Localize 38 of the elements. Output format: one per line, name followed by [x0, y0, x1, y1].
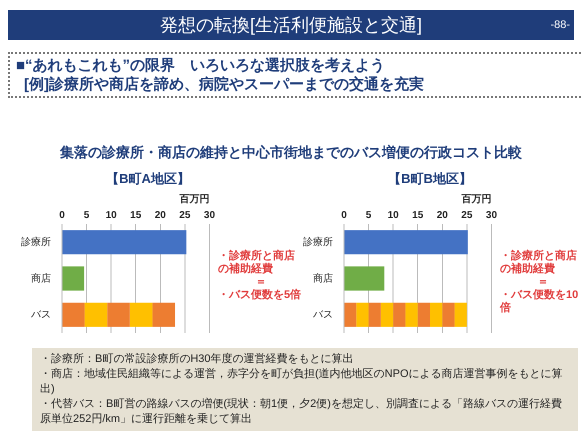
x-tick-label: 15	[412, 210, 424, 221]
x-tick-label: 0	[341, 210, 348, 221]
x-tick-label: 10	[106, 210, 118, 221]
x-tick-label: 25	[179, 210, 191, 221]
y-tick-label: バス	[30, 310, 51, 321]
x-tick-label: 15	[130, 210, 142, 221]
x-axis-title: 百万円	[178, 194, 210, 205]
y-tick-label: 診療所	[21, 236, 51, 248]
x-axis-title: 百万円	[460, 194, 492, 205]
text: ・代替バス：B町営の路線バスの増便(現状：朝1便，夕2便)を想定し、別調査による「路線バスの運行経費原単位252円/km」に運行距離を乗じて算出	[40, 397, 563, 427]
text: 発想の転換[生活利便施設と交通]	[160, 15, 422, 35]
text: ・バス便数を10倍	[500, 289, 580, 315]
y-tick-label: 商店	[313, 272, 333, 284]
text: ・バス便数を5倍	[218, 289, 302, 302]
y-tick-label: バス	[312, 310, 333, 321]
text: ＝	[254, 276, 268, 289]
text: ・診療所：B町の常設診療所のH30年度の運営経費をもとに算出	[40, 352, 355, 367]
x-tick-label: 5	[84, 210, 90, 221]
text: ・診療所と商店の補助経費	[500, 250, 578, 276]
x-tick-label: 30	[204, 210, 216, 221]
text: 集落の診療所・商店の維持と中心市街地までのバス増便の行政コスト比較	[58, 144, 523, 162]
chart-title: 【B町A地区】	[105, 170, 191, 188]
y-tick-label: 診療所	[303, 236, 333, 248]
chart-title: 【B町B地区】	[387, 170, 473, 188]
text: [例]診療所や商店を諦め、病院やスーパーまでの交通を充実	[23, 75, 425, 94]
x-tick-label: 10	[388, 210, 400, 221]
text: ■“あれもこれも”の限界 いろいろな選択肢を考えよう	[16, 56, 386, 75]
text: ＝	[536, 276, 550, 289]
x-tick-label: 30	[486, 210, 498, 221]
text: -88-	[550, 18, 570, 33]
text: ・商店：地域住民組織等による運営，赤字分を町が負担(道内他地区のNPOによる商店運営事例をもとに算出)	[40, 367, 564, 397]
text: ・診療所と商店の補助経費	[218, 250, 296, 276]
y-tick-label: 商店	[31, 272, 51, 284]
x-tick-label: 20	[154, 210, 166, 221]
x-tick-label: 25	[461, 210, 473, 221]
x-tick-label: 20	[436, 210, 448, 221]
x-tick-label: 5	[366, 210, 372, 221]
x-tick-label: 0	[59, 210, 66, 221]
